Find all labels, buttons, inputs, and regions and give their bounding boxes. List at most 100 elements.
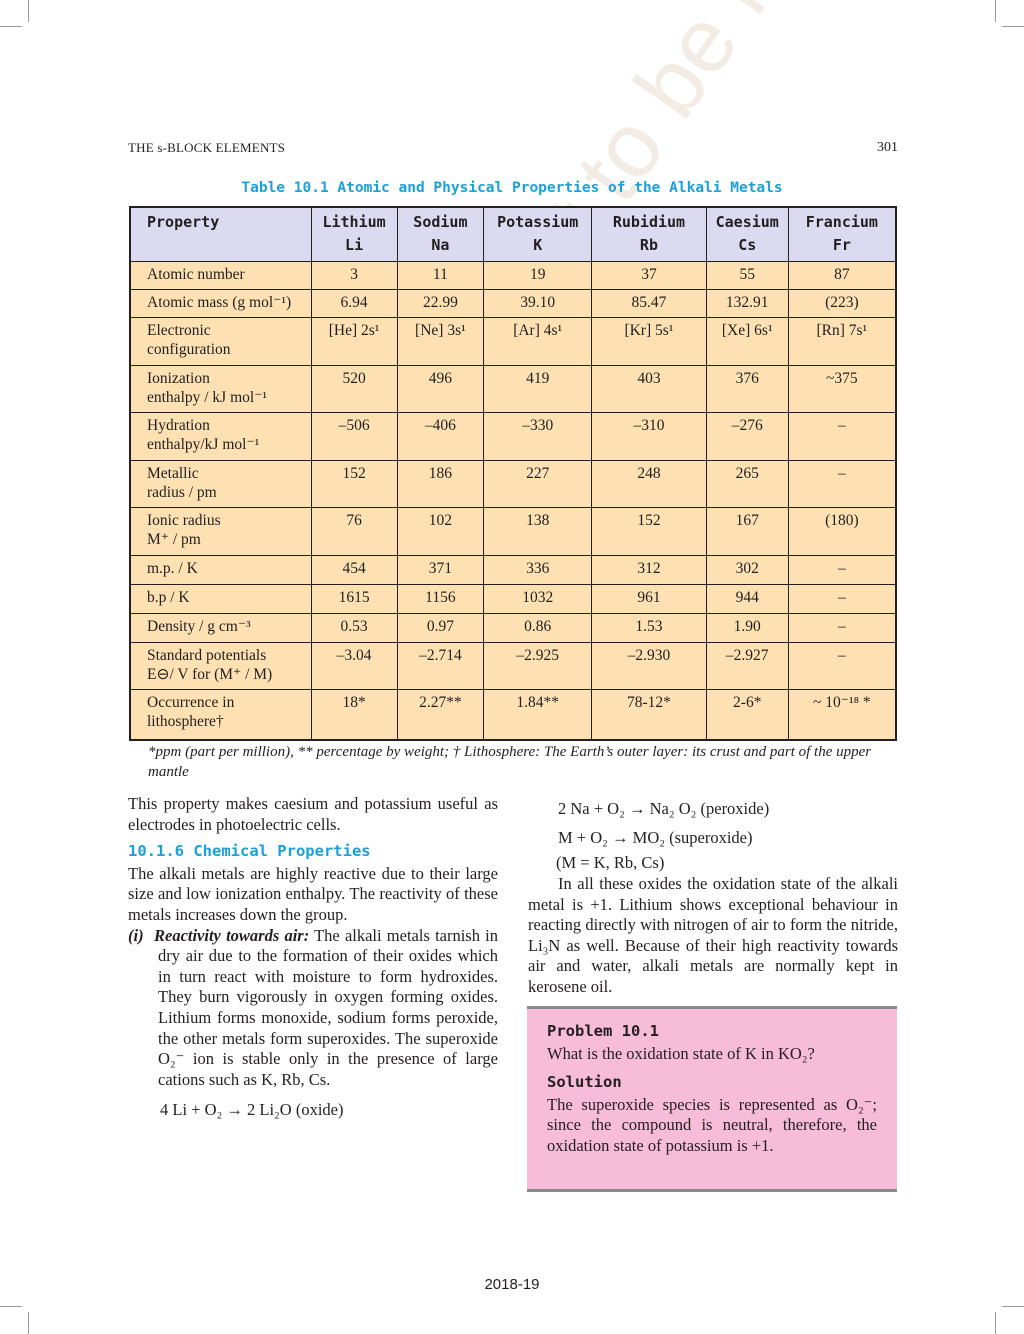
table-cell: –3.04 [310,642,398,690]
column-name: Potassium [497,213,579,231]
alkali-metals-table: Property Lithium Li Sodium Na Potassium K Rubid… [129,206,897,741]
table-cell: 265 [705,460,789,508]
row-label: Atomic mass (g mol⁻¹) [129,289,312,318]
table-cell: 85.47 [591,289,707,318]
crop-mark [995,0,996,22]
table-row: m.p. / K 454 371 336 312 302– [129,555,897,585]
table-cell: 6.94 [310,289,398,318]
solution-text: The superoxide species is represented as… [547,1094,877,1155]
table-cell: 1032 [483,584,593,614]
table-cell: 78-12* [591,689,707,740]
table-cell: 2.27** [396,689,485,740]
row-label: Atomic number [129,261,312,290]
table-cell: –2.714 [396,642,485,690]
crop-mark [1002,26,1024,27]
table-row: Atomic mass (g mol⁻¹) 6.94 22.99 39.10 85.47… [129,289,897,318]
column-header: Francium Fr [787,206,897,262]
table-cell: –2.930 [591,642,707,690]
column-symbol: Fr [832,236,851,254]
equation: 4 Li + O₂ → 2 Li₂O (oxide) [160,1100,344,1120]
table-row: Hydration enthalpy/kJ mol⁻¹ –506 –406 –330 –3… [129,412,897,461]
column-header: Lithium Li [310,206,398,262]
column-name: Rubidium [612,213,686,231]
row-label-line: E⊖/ V for (M⁺ / M) [147,666,273,683]
equation: 2 Na + O₂ → Na₂ O₂ (peroxide) [558,799,770,818]
row-label: Standard potentials E⊖/ V for (M⁺ / M) [129,642,312,690]
row-label-line: m.p. / K [147,560,198,577]
table-cell: – [787,555,897,585]
table-cell: 18* [310,689,398,740]
table-cell: 227 [483,460,593,508]
table-cell: 132.91 [705,289,789,318]
table-cell: 961 [591,584,707,614]
table-cell: 39.10 [483,289,593,318]
list-item: (i) Reactivity towards air: The alkali m… [128,926,498,1091]
row-label: Density / g cm⁻³ [129,613,312,643]
item-text: The alkali metals tarnish in dry air due… [158,925,499,1089]
table-cell: (180) [787,507,897,556]
table-row: b.p / K 1615 1156 1032 961 944– [129,584,897,614]
row-label: Hydration enthalpy/kJ mol⁻¹ [129,412,312,461]
paragraph: In all these oxides the oxidation state … [528,874,898,996]
column-symbol: Rb [639,236,658,254]
row-label-line: Ionic radius [147,512,221,529]
table-cell: [Ne] 3s¹ [396,317,485,366]
table-caption: Table 10.1 Atomic and Physical Propertie… [241,180,783,196]
table-cell: 37 [591,261,707,290]
table-cell: 76 [310,507,398,556]
table-cell: – [787,642,897,690]
column-header: Potassium K [483,206,593,262]
running-head: THE s-BLOCK ELEMENTS [128,140,286,155]
table-row: Ionization enthalpy / kJ mol⁻¹ 520 496 419 40… [129,365,897,413]
column-symbol: Li [345,236,364,254]
crop-mark [1002,1306,1024,1307]
paragraph: The alkali metals are highly reactive du… [128,863,498,924]
row-label-line: Hydration [147,417,210,434]
table-cell: –310 [591,412,707,461]
table-cell: 22.99 [396,289,485,318]
column-header: Property [129,206,312,262]
solution-title: Solution [547,1073,622,1092]
crop-mark [28,1312,29,1334]
table-cell: 0.86 [483,613,593,643]
table-cell: –406 [396,412,485,461]
table-cell: 1.90 [705,613,789,643]
table-cell: 167 [705,507,789,556]
table-cell: [Rn] 7s¹ [787,317,897,366]
row-label: Electronic configuration [129,317,312,366]
row-label-line: b.p / K [147,589,190,606]
table-cell: 944 [705,584,789,614]
table-row: Electronic configuration [He] 2s¹ [Ne] 3s¹[… [129,317,897,366]
row-label: Ionic radius M⁺ / pm [129,507,312,556]
row-label: b.p / K [129,584,312,614]
problem-box: Problem 10.1 What is the oxidation state… [527,1006,897,1192]
table-cell: 55 [705,261,789,290]
table-cell: [Xe] 6s¹ [705,317,789,366]
table-cell: 336 [483,555,593,585]
left-column: This property makes caesium and potassiu… [128,794,498,1121]
table-cell: 1.84** [483,689,593,740]
table-cell: 312 [591,555,707,585]
table-cell: 138 [483,507,593,556]
table-cell: – [787,584,897,614]
table-cell: –2.927 [705,642,789,690]
row-label-line: enthalpy / kJ mol⁻¹ [147,389,268,406]
column-header: Rubidium Rb [591,206,707,262]
column-name: Caesium [715,213,779,231]
table-cell: 376 [705,365,789,413]
column-header: Caesium Cs [705,206,789,262]
table-cell: 3 [310,261,398,290]
equation: M + O₂ → MO₂ (superoxide) [558,828,753,847]
row-label-line: Occurrence in [147,694,235,711]
table-cell: 11 [396,261,485,290]
table-cell: [Ar] 4s¹ [483,317,593,366]
column-symbol: K [533,236,543,254]
page-number: 301 [877,140,898,155]
table-row: Ionic radius M⁺ / pm 76 102 138 152 167 (180) [129,507,897,556]
table-cell: ~375 [787,365,897,413]
table-cell: 152 [310,460,398,508]
crop-mark [995,1312,996,1334]
table-cell: 520 [310,365,398,413]
table-cell: 302 [705,555,789,585]
table-cell: –276 [705,412,789,461]
